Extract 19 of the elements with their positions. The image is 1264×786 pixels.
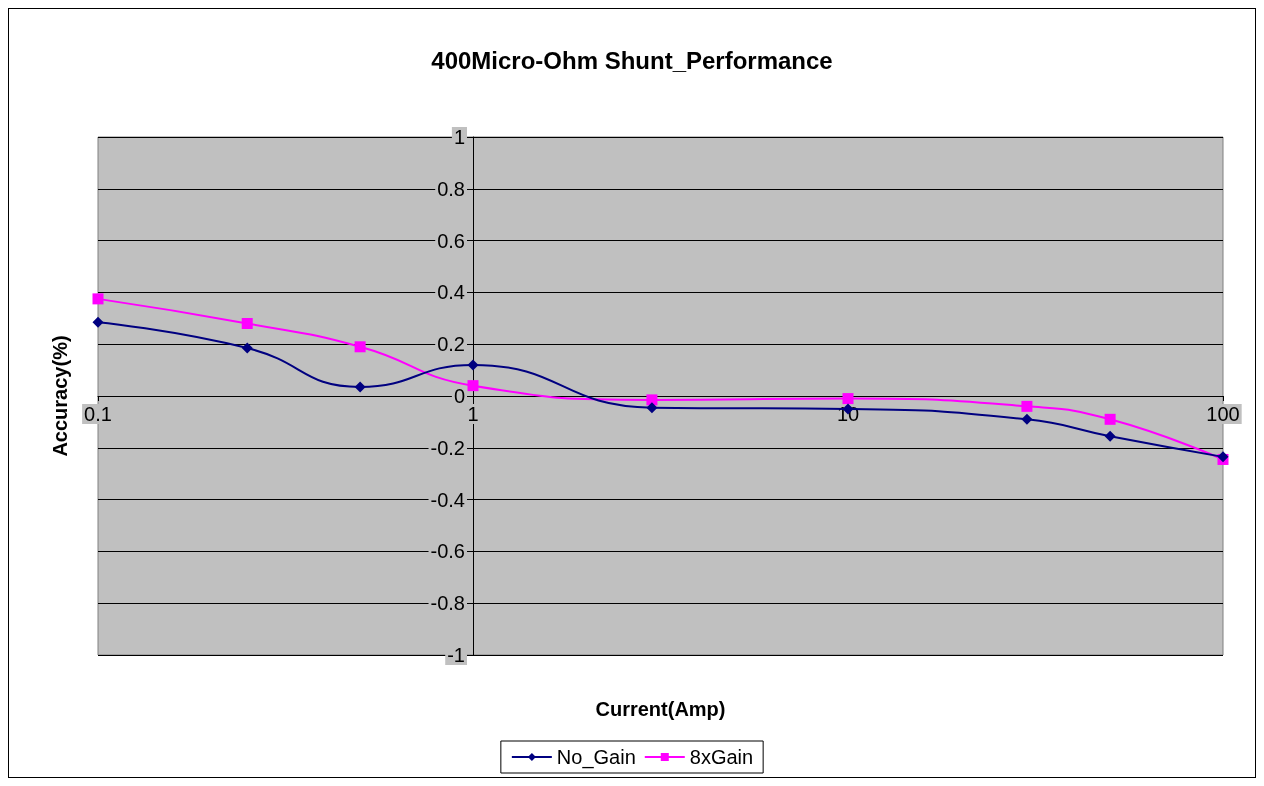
chart-title: 400Micro-Ohm Shunt_Performance [431,46,833,74]
y-tick-label: 0.2 [437,333,465,356]
y-tick-label: -0.8 [430,592,465,615]
x-axis-title: Current(Amp) [595,698,726,720]
y-tick-label: 0.8 [437,177,465,200]
y-tick-label: 1 [453,126,465,148]
y-tick-label: -1 [447,644,465,666]
y-tick-label: -0.6 [430,540,465,563]
y-tick-label: 0 [453,385,465,407]
y-tick-label: -0.4 [430,488,465,511]
y-axis-title: Accuracy(%) [49,335,71,457]
legend-label: No_Gain [556,746,636,769]
legend-label: 8xGain [689,746,754,768]
y-tick-label: 0.4 [437,281,465,304]
y-tick-label: 0.6 [437,229,465,252]
x-tick-label: 1 [467,403,479,425]
y-tick-label: -0.2 [430,436,465,459]
x-tick-label: 0.1 [84,403,112,425]
x-tick-label: 100 [1206,403,1240,425]
